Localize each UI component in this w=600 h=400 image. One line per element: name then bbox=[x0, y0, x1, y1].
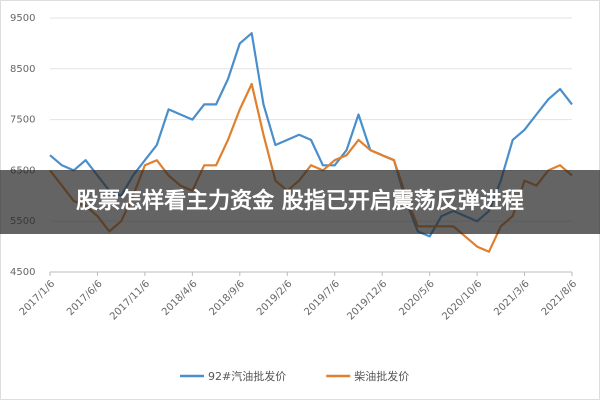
y-tick-label: 7500 bbox=[10, 115, 35, 126]
y-tick-label: 8500 bbox=[10, 64, 35, 75]
banner bbox=[0, 170, 600, 234]
y-tick-label: 4500 bbox=[10, 267, 35, 278]
legend-label: 柴油批发价 bbox=[354, 369, 409, 383]
y-tick-label: 9500 bbox=[10, 13, 35, 24]
legend-label: 92#汽油批发价 bbox=[208, 369, 286, 383]
banner-title: 股票怎样看主力资金 股指已开启震荡反弹进程 bbox=[76, 188, 524, 214]
